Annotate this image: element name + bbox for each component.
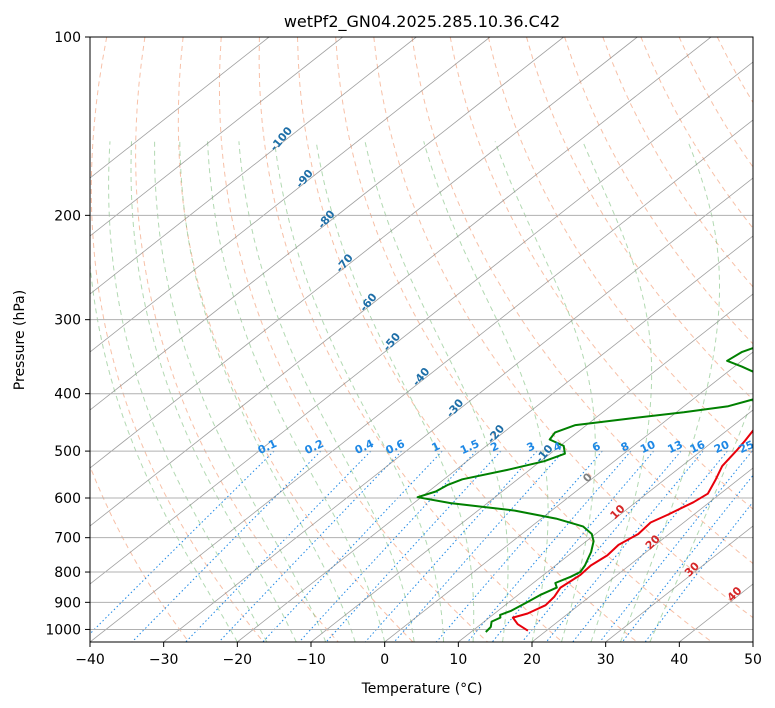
chart-title: wetPf2_GN04.2025.285.10.36.C42 xyxy=(284,12,560,32)
x-tick-label: −20 xyxy=(223,652,253,668)
mixing-ratio-line xyxy=(644,501,753,642)
mixing-ratio-line xyxy=(218,450,402,642)
mixing-ratio-line xyxy=(599,450,753,642)
mixing-ratio-line xyxy=(521,450,682,642)
dry-adiabat xyxy=(564,37,753,345)
y-tick-label: 700 xyxy=(54,531,81,547)
y-tick-label: 600 xyxy=(54,491,81,507)
dry-adiabat xyxy=(90,37,264,642)
dry-adiabat xyxy=(335,37,713,642)
y-axis-label: Pressure (hPa) xyxy=(12,290,28,390)
dry-adiabat xyxy=(526,37,753,401)
mixing-ratio-label: 13 xyxy=(666,438,685,456)
mixing-ratio-line xyxy=(185,450,372,642)
mixing-ratio-line xyxy=(545,450,704,642)
temperature-profile-line xyxy=(511,428,753,632)
x-tick-label: −10 xyxy=(296,652,326,668)
mixing-ratio-line xyxy=(572,450,728,642)
plot-frame xyxy=(89,36,754,643)
mixing-ratio-line xyxy=(467,450,632,642)
dewpoint-profile-line xyxy=(416,347,753,633)
mixing-ratio-label: 10 xyxy=(638,438,658,456)
dry-adiabat xyxy=(90,464,190,642)
y-tick-label: 100 xyxy=(54,30,81,46)
x-tick-label: −40 xyxy=(75,652,105,668)
isotherm-line xyxy=(90,37,712,527)
dry-adiabat xyxy=(411,37,753,565)
y-tick-label: 200 xyxy=(54,208,81,224)
dry-adiabat xyxy=(373,37,753,619)
x-tick-label: 50 xyxy=(744,652,762,668)
isotherm-line xyxy=(90,37,638,469)
x-tick-label: 20 xyxy=(523,652,541,668)
isotherm-line xyxy=(90,61,753,585)
isotherm-line xyxy=(163,177,753,642)
isotherm-line xyxy=(90,37,417,295)
isotherm-line xyxy=(384,351,753,642)
isotherm-line xyxy=(90,119,753,642)
x-tick-label: 40 xyxy=(670,652,688,668)
mixing-ratio-label: 25 xyxy=(737,438,756,456)
mixing-ratio-label: 16 xyxy=(688,438,708,456)
y-tick-label: 400 xyxy=(54,387,81,403)
x-tick-label: 10 xyxy=(449,652,467,668)
mixing-ratio-line xyxy=(90,450,275,635)
y-tick-label: 300 xyxy=(54,313,81,329)
isotherm-line xyxy=(90,37,343,237)
mixing-ratio-label: 20 xyxy=(712,438,732,456)
mixing-ratio-line xyxy=(298,450,477,642)
isotherm-line xyxy=(237,235,753,642)
dry-adiabat xyxy=(297,37,638,642)
isotherm-line xyxy=(605,525,753,642)
mixing-ratio-line xyxy=(621,474,753,642)
y-tick-label: 900 xyxy=(54,595,81,611)
y-tick-label: 500 xyxy=(54,444,81,460)
y-tick-label: 800 xyxy=(54,565,81,581)
isotherm-line xyxy=(90,37,270,179)
mixing-ratio-line xyxy=(325,450,502,642)
mixing-ratio-line xyxy=(364,450,538,642)
x-tick-label: 0 xyxy=(380,652,389,668)
x-axis-label: Temperature (°C) xyxy=(361,681,483,697)
dry-adiabat xyxy=(218,37,488,642)
isotherm-line xyxy=(90,37,564,411)
isotherm-line xyxy=(90,37,491,353)
isotherm-line xyxy=(458,409,753,642)
isotherm-line xyxy=(310,293,753,642)
x-tick-label: 30 xyxy=(597,652,615,668)
x-tick-label: −30 xyxy=(149,652,179,668)
isotherm-line xyxy=(531,467,753,642)
y-tick-label: 1000 xyxy=(45,622,81,638)
